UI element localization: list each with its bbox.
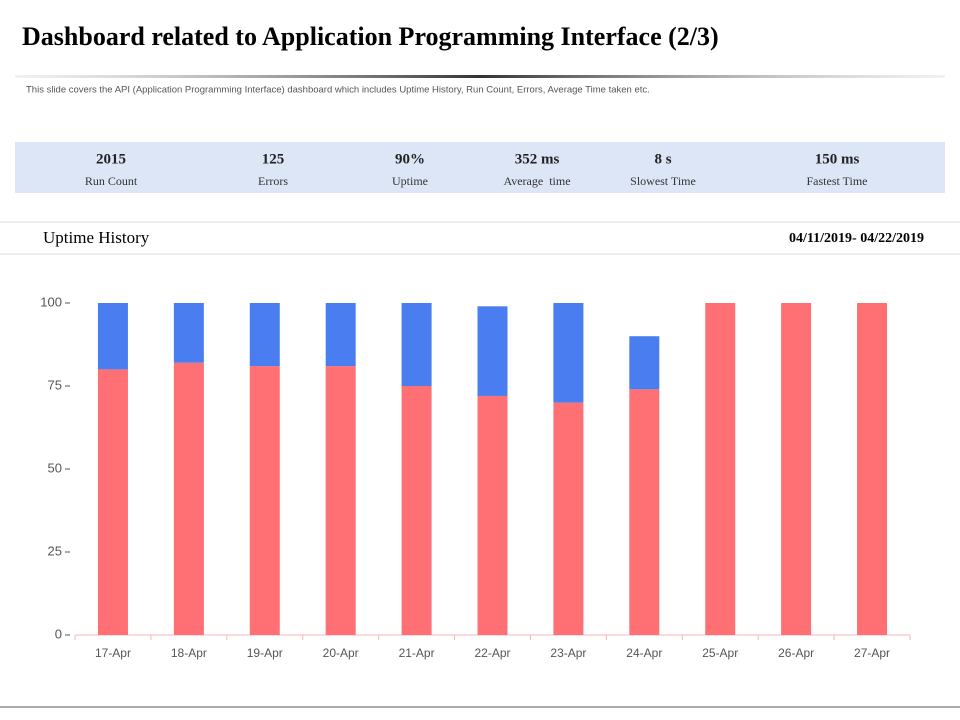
bar-segment [249,303,280,367]
x-tick-label: 25-Apr [702,646,738,660]
bar-segment [629,389,660,635]
y-tick-label: 50 [48,460,62,475]
bar-segment [325,366,356,635]
y-tick-label: 0 [55,626,62,641]
stat-label: Run Count [85,174,138,188]
subtitle: This slide covers the API (Application P… [26,85,650,96]
stats-panel [15,142,945,193]
x-tick-label: 26-Apr [778,646,814,660]
bar-segment [477,395,508,635]
bar-segment [173,303,204,363]
bar-segment [553,402,584,635]
bar-segment [857,303,888,635]
bar-segment [173,362,204,635]
x-tick-label: 23-Apr [550,646,586,660]
header-shadow [15,75,945,78]
stat-value: 125 [262,151,285,167]
stat-label: Fastest Time [806,174,867,188]
bar-segment [553,303,584,403]
bar-segment [401,386,432,635]
bar-segment [249,366,280,635]
stat-value: 150 ms [815,151,860,167]
stat-value: 8 s [654,151,671,167]
y-tick-label: 25 [48,543,62,558]
section-title: Uptime History [43,228,150,247]
x-tick-label: 20-Apr [323,646,359,660]
bar-segment [705,303,736,635]
x-tick-label: 21-Apr [399,646,435,660]
bar-segment [325,303,356,367]
x-tick-label: 27-Apr [854,646,890,660]
stat-label: Slowest Time [630,174,696,188]
date-range: 04/11/2019- 04/22/2019 [789,231,924,246]
stat-label: Average time [503,174,570,188]
x-tick-label: 17-Apr [95,646,131,660]
x-tick-label: 22-Apr [474,646,510,660]
y-tick-label: 75 [48,377,62,392]
title: Dashboard related to Application Program… [22,22,719,51]
bar-segment [477,306,508,396]
stat-label: Errors [258,174,288,188]
stat-value: 90% [395,151,425,167]
x-tick-label: 18-Apr [171,646,207,660]
x-tick-label: 19-Apr [247,646,283,660]
bar-segment [97,303,128,370]
stat-value: 352 ms [515,151,560,167]
y-tick-label: 100 [40,294,62,309]
stat-label: Uptime [392,174,428,188]
bar-segment [97,369,128,635]
bar-segment [781,303,812,635]
stat-value: 2015 [96,151,126,167]
bar-segment [629,336,660,390]
x-tick-label: 24-Apr [626,646,662,660]
bar-segment [401,303,432,386]
